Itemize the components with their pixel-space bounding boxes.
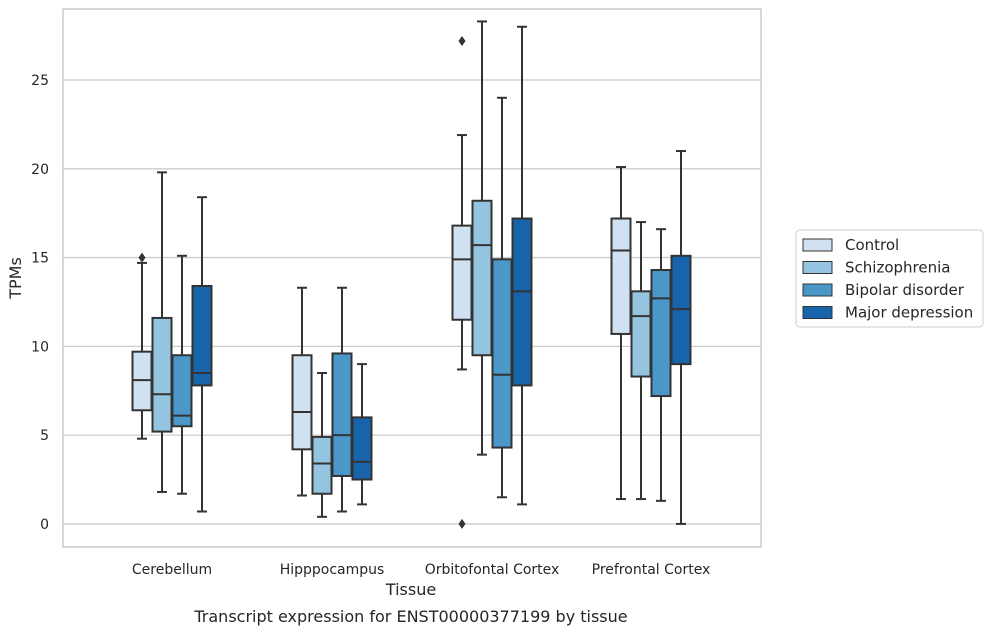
iqr-box [451, 224, 473, 321]
iqr-box [610, 217, 632, 335]
iqr-box [171, 354, 193, 428]
grid-lines [63, 79, 761, 525]
box-2-0 [171, 254, 193, 495]
legend-label: Major depression [845, 304, 973, 322]
legend-swatch [802, 283, 833, 297]
legend-label: Schizophrenia [845, 259, 950, 277]
iqr-box [630, 290, 652, 378]
box-3-2 [511, 25, 533, 506]
x-tick-label: Hipppocampus [280, 562, 385, 578]
box-3-1 [351, 363, 373, 506]
outlier-point [138, 252, 146, 263]
legend-swatch [802, 238, 833, 252]
iqr-box [311, 435, 333, 495]
legend-frame [795, 229, 984, 328]
plot-frame [62, 8, 762, 548]
x-tick-label: Prefrontal Cortex [592, 562, 711, 578]
iqr-box [511, 217, 533, 387]
iqr-box [351, 416, 373, 481]
iqr-box [291, 354, 313, 451]
legend-label: Bipolar disorder [845, 281, 965, 299]
y-tick-label: 20 [31, 162, 49, 178]
legend: Control Schizophrenia Bipolar disorder Majo… [795, 229, 984, 328]
y-tick-label: 0 [40, 517, 49, 533]
iqr-box [650, 269, 672, 398]
y-tick-label: 15 [31, 251, 49, 267]
box-1-2 [471, 20, 493, 456]
x-tick-label: Orbitofontal Cortex [425, 562, 560, 578]
box-3-0 [191, 196, 213, 513]
box-1-0 [151, 171, 173, 493]
x-axis-ticks: Cerebellum Hipppocampus Orbitofontal Corte… [132, 562, 710, 578]
legend-label: Control [845, 236, 899, 254]
legend-swatch [802, 306, 833, 319]
box-2-1 [331, 286, 353, 513]
box-2-2 [491, 96, 513, 499]
box-1-3 [630, 221, 652, 501]
y-tick-label: 5 [40, 428, 49, 444]
iqr-box [491, 258, 513, 449]
box-1-1 [311, 371, 333, 518]
x-tick-label: Cerebellum [132, 562, 212, 578]
chart-caption: Transcript expression for ENST0000037719… [193, 607, 627, 626]
outlier-point [458, 518, 466, 529]
y-axis-ticks: 0 5 10 15 20 25 [31, 73, 49, 533]
iqr-box [471, 199, 493, 357]
iqr-box [151, 316, 173, 433]
y-tick-label: 25 [31, 73, 49, 89]
iqr-box [191, 284, 213, 387]
box-0-0 [131, 252, 153, 440]
box-0-2 [451, 35, 473, 529]
box-0-3 [610, 166, 632, 501]
iqr-box [331, 352, 353, 477]
legend-swatch [802, 261, 833, 274]
x-axis-title: Tissue [385, 580, 436, 599]
box-groups [131, 20, 692, 529]
y-tick-label: 10 [31, 339, 49, 355]
y-axis-title: TPMs [6, 257, 25, 300]
outlier-point [458, 35, 466, 46]
box-2-3 [650, 228, 672, 502]
box-3-3 [670, 150, 692, 525]
box-0-1 [291, 286, 313, 497]
